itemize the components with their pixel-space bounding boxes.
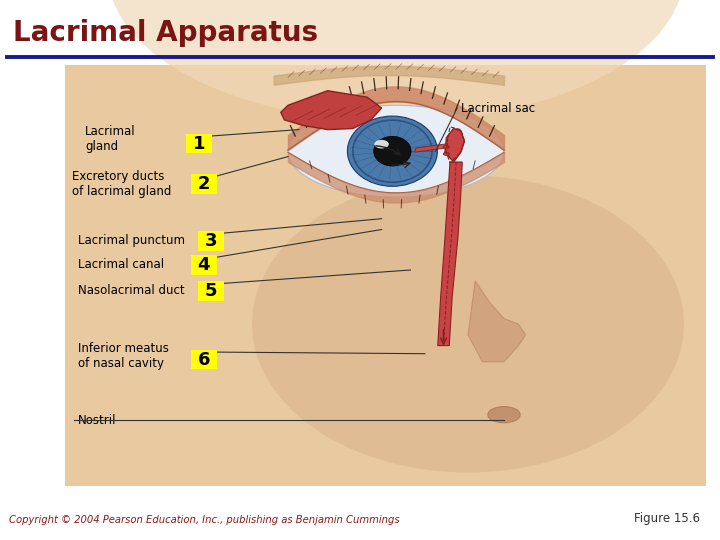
- Ellipse shape: [252, 176, 684, 472]
- Text: Excretory ducts
of lacrimal gland: Excretory ducts of lacrimal gland: [72, 170, 171, 198]
- Polygon shape: [468, 281, 526, 362]
- Text: 4: 4: [197, 256, 210, 274]
- Text: 3: 3: [204, 232, 217, 250]
- Text: 6: 6: [197, 350, 210, 369]
- Ellipse shape: [444, 152, 449, 156]
- FancyBboxPatch shape: [191, 350, 217, 369]
- Text: Inferior meatus
of nasal cavity: Inferior meatus of nasal cavity: [78, 342, 168, 370]
- Text: Nostril: Nostril: [78, 414, 116, 427]
- Ellipse shape: [374, 136, 411, 166]
- Text: Lacrimal
gland: Lacrimal gland: [85, 125, 135, 153]
- Text: Nasolacrimal duct: Nasolacrimal duct: [78, 284, 184, 297]
- FancyBboxPatch shape: [65, 65, 706, 486]
- FancyBboxPatch shape: [198, 231, 224, 251]
- Ellipse shape: [444, 145, 449, 148]
- Ellipse shape: [288, 105, 504, 197]
- Polygon shape: [414, 144, 448, 152]
- Text: 5: 5: [204, 282, 217, 300]
- Polygon shape: [281, 91, 382, 130]
- Text: Figure 15.6: Figure 15.6: [634, 512, 700, 525]
- Text: Lacrimal sac: Lacrimal sac: [461, 102, 535, 114]
- Polygon shape: [438, 162, 462, 346]
- Text: 2: 2: [197, 175, 210, 193]
- Text: Lacrimal Apparatus: Lacrimal Apparatus: [13, 19, 318, 47]
- Text: 1: 1: [193, 134, 206, 153]
- Polygon shape: [445, 129, 464, 162]
- Ellipse shape: [348, 116, 438, 186]
- FancyBboxPatch shape: [186, 134, 212, 153]
- FancyBboxPatch shape: [198, 281, 224, 301]
- Text: Copyright © 2004 Pearson Education, Inc., publishing as Benjamin Cummings: Copyright © 2004 Pearson Education, Inc.…: [9, 515, 400, 525]
- Ellipse shape: [108, 0, 684, 122]
- Text: Lacrimal canal: Lacrimal canal: [78, 258, 164, 271]
- Ellipse shape: [488, 407, 520, 423]
- FancyBboxPatch shape: [191, 255, 217, 275]
- Text: Lacrimal punctum: Lacrimal punctum: [78, 234, 185, 247]
- FancyBboxPatch shape: [191, 174, 217, 194]
- Ellipse shape: [374, 140, 389, 149]
